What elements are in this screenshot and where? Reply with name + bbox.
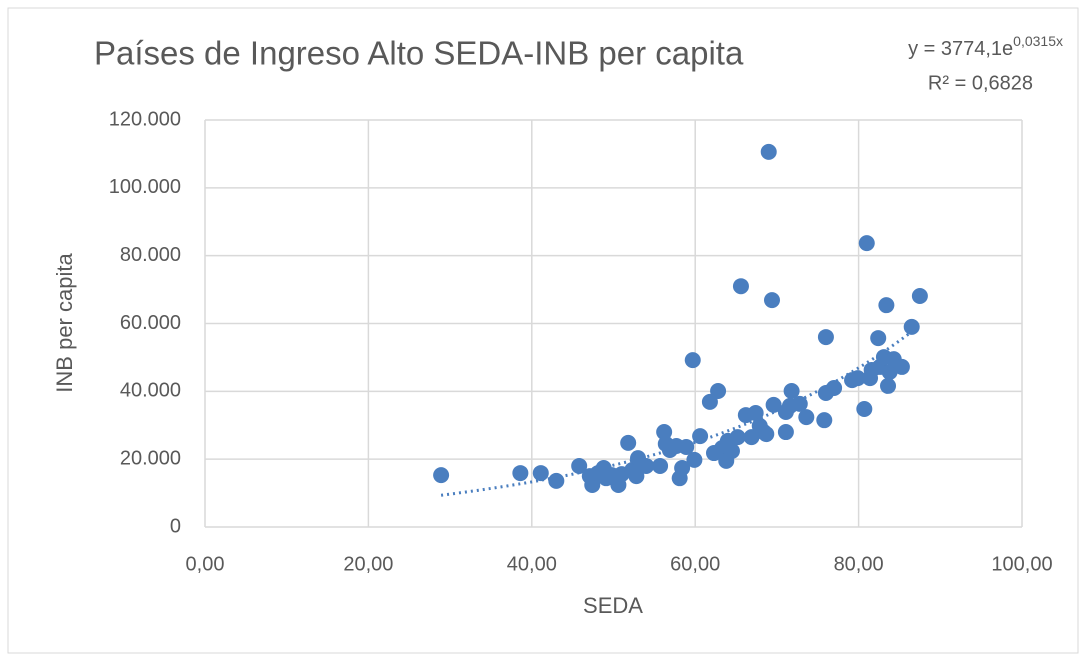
data-point — [817, 329, 834, 346]
y-tick-label: 120.000 — [109, 108, 181, 130]
y-tick-label: 60.000 — [120, 312, 181, 334]
data-point — [701, 393, 718, 410]
data-point — [628, 468, 645, 485]
x-tick-label: 40,00 — [507, 553, 557, 575]
data-point — [893, 358, 910, 375]
chart-frame — [7, 7, 1079, 654]
y-tick-label: 0 — [170, 515, 181, 537]
data-point — [723, 443, 740, 460]
data-point — [532, 465, 549, 482]
data-point — [763, 292, 780, 309]
data-point — [678, 438, 695, 455]
data-point — [765, 396, 782, 413]
data-point — [548, 472, 565, 489]
x-axis-label: SEDA — [583, 593, 643, 618]
data-point — [783, 382, 800, 399]
r-squared: R² = 0,6828 — [928, 72, 1033, 94]
data-point — [656, 424, 673, 441]
data-point — [758, 426, 775, 443]
data-point — [880, 377, 897, 394]
data-point — [777, 424, 794, 441]
data-point — [881, 364, 898, 381]
x-tick-label: 20,00 — [343, 553, 393, 575]
data-point — [638, 457, 655, 474]
x-tick-label: 100,00 — [991, 553, 1052, 575]
chart-title: Países de Ingreso Alto SEDA-INB per capi… — [94, 35, 744, 72]
y-tick-label: 100.000 — [109, 176, 181, 198]
data-point — [760, 143, 777, 160]
y-tick-label: 80.000 — [120, 244, 181, 266]
data-point — [856, 400, 873, 417]
x-tick-label: 60,00 — [670, 553, 720, 575]
data-point — [816, 412, 833, 429]
data-point — [620, 434, 637, 451]
data-point — [791, 395, 808, 412]
data-point — [433, 467, 450, 484]
data-point — [674, 459, 691, 476]
data-point — [729, 429, 746, 446]
data-point — [692, 428, 709, 445]
data-point — [686, 451, 703, 468]
data-point — [732, 278, 749, 295]
data-point — [849, 370, 866, 387]
data-point — [743, 429, 760, 446]
data-point — [798, 409, 815, 426]
trend-equation: y = 3774,1e0,0315x — [908, 33, 1063, 61]
data-point — [710, 382, 727, 399]
data-point — [571, 457, 588, 474]
data-point — [684, 352, 701, 369]
data-point — [826, 379, 843, 396]
data-point — [903, 318, 920, 335]
data-point — [652, 457, 669, 474]
data-point — [870, 330, 887, 347]
data-point — [584, 476, 601, 493]
data-point — [878, 297, 895, 314]
equation-exponent: 0,0315x — [1013, 33, 1063, 49]
y-tick-label: 20.000 — [120, 447, 181, 469]
data-point — [747, 405, 764, 422]
y-tick-label: 40.000 — [120, 380, 181, 402]
data-point — [911, 288, 928, 305]
equation-base: y = 3774,1e — [908, 38, 1013, 60]
y-axis-label: INB per capita — [52, 253, 77, 393]
data-point — [858, 235, 875, 252]
x-tick-label: 80,00 — [834, 553, 884, 575]
x-tick-label: 0,00 — [186, 553, 225, 575]
data-point — [512, 465, 529, 482]
